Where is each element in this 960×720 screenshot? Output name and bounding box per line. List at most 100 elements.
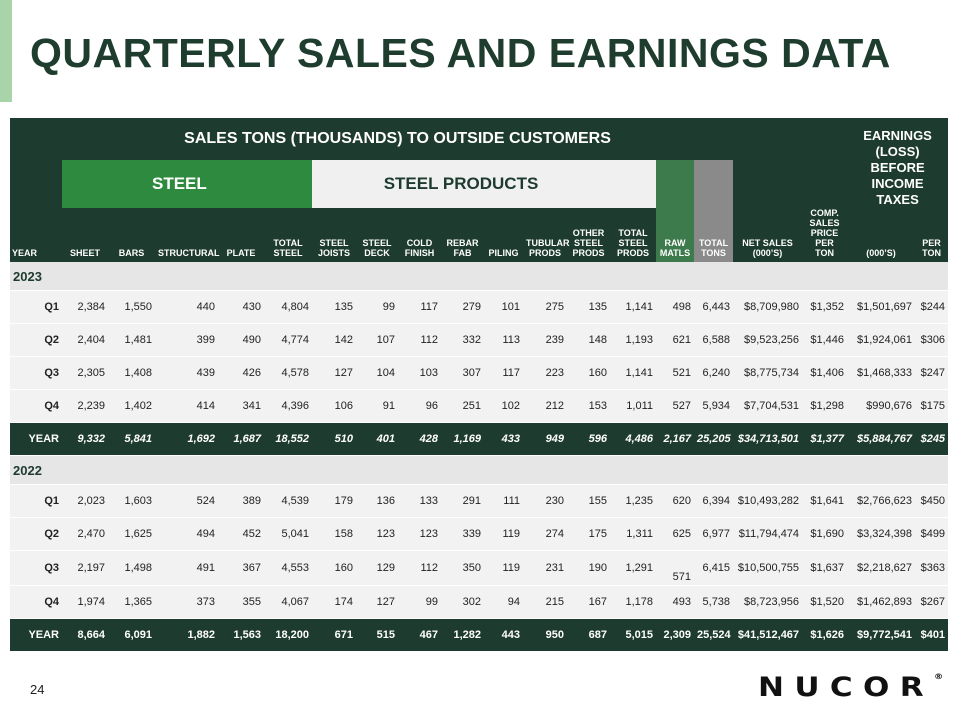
column-header: NET SALES (000’S) bbox=[733, 118, 803, 262]
cell: 1,498 bbox=[108, 550, 155, 586]
row-label: Q1 bbox=[10, 484, 62, 518]
cell: 2,384 bbox=[62, 290, 108, 324]
cell: 8,664 bbox=[62, 618, 108, 652]
cell: $9,772,541 bbox=[847, 618, 916, 652]
cell: 117 bbox=[398, 290, 441, 324]
cell: 510 bbox=[312, 422, 356, 456]
column-header: PILING bbox=[484, 208, 523, 262]
cell: 103 bbox=[398, 356, 441, 390]
cell: 167 bbox=[567, 585, 610, 619]
cell: $1,468,333 bbox=[847, 356, 916, 390]
column-header: TOTAL STEEL bbox=[264, 208, 312, 262]
cell: $1,641 bbox=[802, 484, 848, 518]
cell: 620 bbox=[656, 484, 694, 518]
cell: 426 bbox=[218, 356, 264, 390]
cell: $306 bbox=[915, 323, 949, 357]
cell: 291 bbox=[441, 484, 484, 518]
cell: 4,774 bbox=[264, 323, 312, 357]
cell: 123 bbox=[356, 517, 398, 551]
cell: 341 bbox=[218, 389, 264, 423]
cell: 428 bbox=[398, 422, 441, 456]
cell: 6,977 bbox=[694, 517, 734, 551]
data-row: Q3 2,305 1,408 439 426 4,578 127 104 103 307 117 22… bbox=[10, 356, 949, 390]
cell: 4,486 bbox=[610, 422, 656, 456]
cell: 443 bbox=[484, 618, 523, 652]
cell: 1,603 bbox=[108, 484, 155, 518]
cell: 5,934 bbox=[694, 389, 734, 423]
cell: 127 bbox=[356, 585, 398, 619]
column-header: COLD FINISH bbox=[398, 208, 441, 262]
cell: $3,324,398 bbox=[847, 517, 916, 551]
cell: 2,167 bbox=[656, 422, 694, 456]
cell: $1,501,697 bbox=[847, 290, 916, 324]
cell: $10,493,282 bbox=[733, 484, 803, 518]
cell: 430 bbox=[218, 290, 264, 324]
cell: 4,396 bbox=[264, 389, 312, 423]
data-row: Q2 2,404 1,481 399 490 4,774 142 107 112 332 113 23… bbox=[10, 323, 949, 357]
group-header: STEEL PRODUCTS bbox=[312, 160, 610, 208]
column-header: OTHER STEEL PRODS bbox=[567, 208, 610, 262]
cell: $450 bbox=[915, 484, 949, 518]
cell: 5,738 bbox=[694, 585, 734, 619]
section-row: 2023 bbox=[10, 262, 949, 291]
cell: $1,446 bbox=[802, 323, 848, 357]
column-header: YEAR bbox=[10, 118, 62, 262]
cell: 1,011 bbox=[610, 389, 656, 423]
cell: 1,563 bbox=[218, 618, 264, 652]
cell: 1,687 bbox=[218, 422, 264, 456]
spacer bbox=[610, 160, 656, 208]
cell: 107 bbox=[356, 323, 398, 357]
section-row: 2022 bbox=[10, 455, 949, 485]
cell: $41,512,467 bbox=[733, 618, 803, 652]
cell: 2,023 bbox=[62, 484, 108, 518]
cell: 389 bbox=[218, 484, 264, 518]
cell: $499 bbox=[915, 517, 949, 551]
cell: 113 bbox=[484, 323, 523, 357]
column-header: TOTAL STEEL PRODS bbox=[610, 208, 656, 262]
column-header: PER TON bbox=[915, 208, 949, 262]
cell: 279 bbox=[441, 290, 484, 324]
cell: 433 bbox=[484, 422, 523, 456]
cell: 671 bbox=[312, 618, 356, 652]
cell: 158 bbox=[312, 517, 356, 551]
accent-bar bbox=[0, 0, 12, 102]
header-row: SHEET BARS STRUCTURAL PLATE TOTAL STEEL STEEL… bbox=[10, 208, 949, 262]
cell: 2,239 bbox=[62, 389, 108, 423]
cell: 5,841 bbox=[108, 422, 155, 456]
column-header: STEEL JOISTS bbox=[312, 208, 356, 262]
cell: 414 bbox=[155, 389, 218, 423]
data-table: YEAR SALES TONS (THOUSANDS) TO OUTSIDE CU… bbox=[10, 118, 949, 652]
cell: 949 bbox=[523, 422, 567, 456]
table-header: YEAR SALES TONS (THOUSANDS) TO OUTSIDE CU… bbox=[10, 118, 949, 262]
section-year: 2023 bbox=[10, 262, 949, 291]
cell: 498 bbox=[656, 290, 694, 324]
cell: $363 bbox=[915, 550, 949, 586]
section-year: 2022 bbox=[10, 455, 949, 485]
cell: 117 bbox=[484, 356, 523, 390]
cell: 571 bbox=[656, 550, 694, 586]
cell: 25,205 bbox=[694, 422, 734, 456]
cell: 440 bbox=[155, 290, 218, 324]
cell: 101 bbox=[484, 290, 523, 324]
cell: $1,626 bbox=[802, 618, 848, 652]
cell: 2,305 bbox=[62, 356, 108, 390]
cell: $7,704,531 bbox=[733, 389, 803, 423]
cell: 4,578 bbox=[264, 356, 312, 390]
data-row: Q3 2,197 1,498 491 367 4,553 160 129 112 350 119 23… bbox=[10, 550, 949, 586]
cell: 4,539 bbox=[264, 484, 312, 518]
cell: $1,352 bbox=[802, 290, 848, 324]
cell: 142 bbox=[312, 323, 356, 357]
cell: 160 bbox=[312, 550, 356, 586]
cell: $1,377 bbox=[802, 422, 848, 456]
cell: $1,298 bbox=[802, 389, 848, 423]
cell: 493 bbox=[656, 585, 694, 619]
cell: 9,332 bbox=[62, 422, 108, 456]
cell: 332 bbox=[441, 323, 484, 357]
cell: 439 bbox=[155, 356, 218, 390]
cell: 275 bbox=[523, 290, 567, 324]
data-row: Q4 2,239 1,402 414 341 4,396 106 91 96 251 102 212 1… bbox=[10, 389, 949, 423]
cell: 1,311 bbox=[610, 517, 656, 551]
cell: 129 bbox=[356, 550, 398, 586]
column-header: REBAR FAB bbox=[441, 208, 484, 262]
